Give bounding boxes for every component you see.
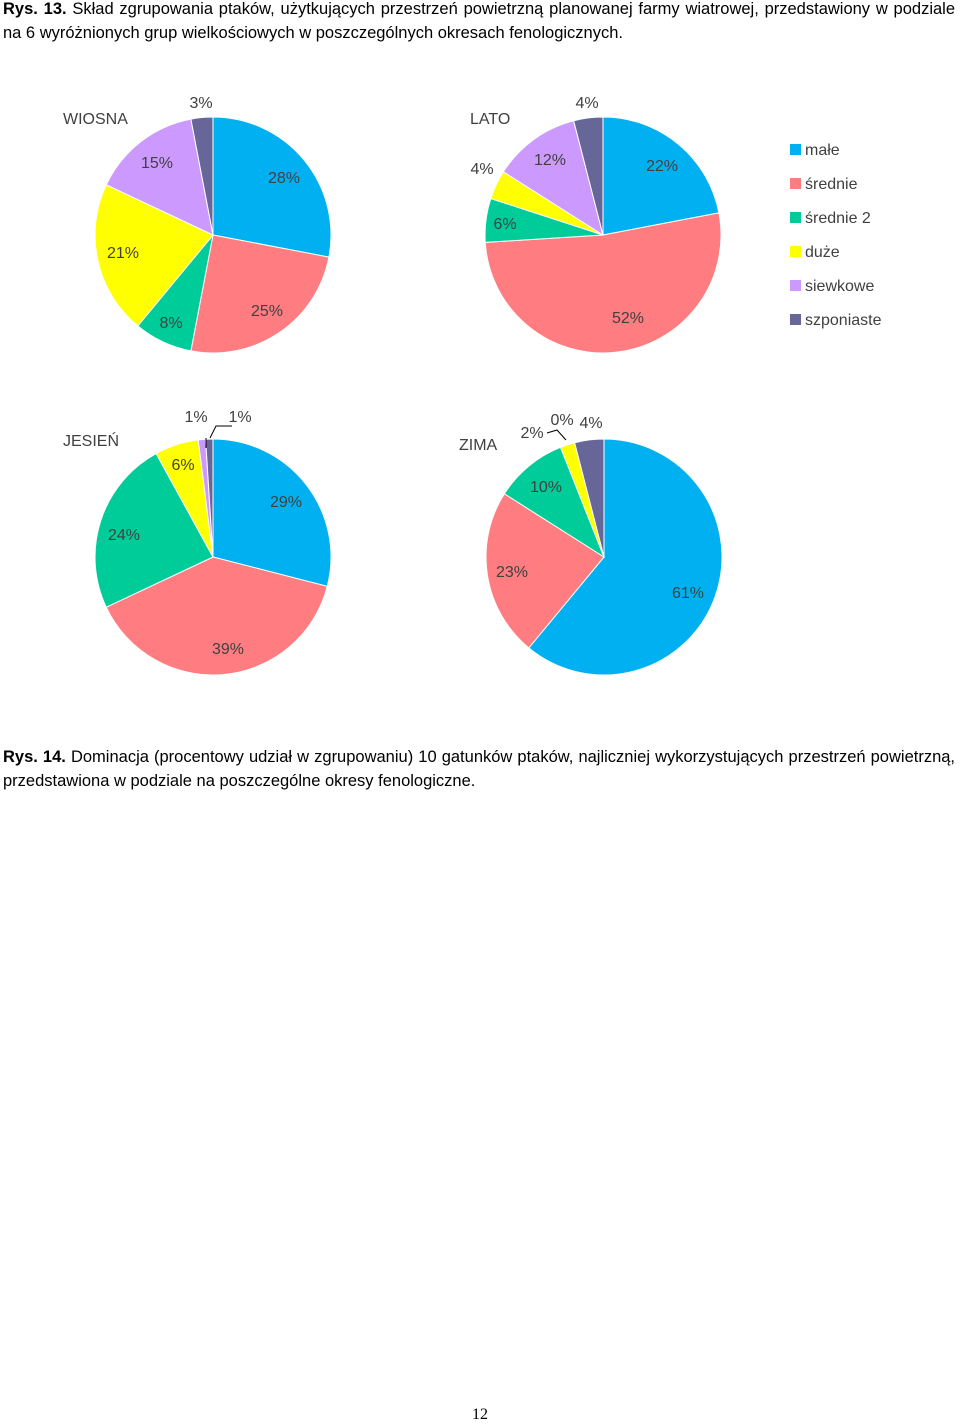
figure-13-label: Rys. 13. bbox=[3, 0, 67, 18]
data-label: 4% bbox=[575, 95, 598, 112]
legend-label: szponiaste bbox=[805, 312, 882, 329]
pie-slice bbox=[105, 118, 214, 236]
chart-title: JESIEŃ bbox=[63, 431, 119, 450]
pie-slice bbox=[503, 446, 606, 559]
legend-swatch bbox=[790, 246, 801, 257]
pie-slice bbox=[528, 438, 723, 676]
figure-14-text: Dominacja (procentowy udział w zgrupowan… bbox=[3, 748, 956, 790]
pie-chart-0: 28% 25% 8% 21% 15% 3% WIOSNA bbox=[63, 95, 332, 354]
legend-swatch bbox=[790, 314, 801, 325]
data-label: 1% bbox=[228, 409, 251, 426]
chart-title: ZIMA bbox=[459, 437, 498, 454]
data-label: 29% bbox=[270, 494, 302, 511]
pie-chart-2: 29% 39% 24% 6% 1% 1% JESIEŃ bbox=[63, 409, 332, 676]
data-label: 4% bbox=[579, 415, 602, 432]
data-label: 1% bbox=[184, 409, 207, 426]
leader-line bbox=[546, 429, 567, 441]
data-label: 2% bbox=[520, 425, 543, 442]
data-label: 0% bbox=[550, 412, 573, 429]
pie-slice bbox=[212, 116, 332, 258]
pie-slice bbox=[574, 438, 605, 558]
legend-swatch bbox=[790, 178, 801, 189]
figure-14-caption: Rys. 14. Dominacja (procentowy udział w … bbox=[3, 745, 955, 793]
data-label: 39% bbox=[212, 641, 244, 658]
legend-swatch bbox=[790, 280, 801, 291]
pie-slice bbox=[484, 212, 722, 354]
data-label: 22% bbox=[646, 158, 678, 175]
legend-label: średnie 2 bbox=[805, 210, 871, 227]
pie-charts: 28% 25% 8% 21% 15% 3% WIOSNA 22% 52% 6% 4% 12% 4% LAT… bbox=[63, 95, 882, 676]
legend-swatch bbox=[790, 144, 801, 155]
pie-slice bbox=[190, 116, 214, 236]
pie-slice bbox=[212, 438, 332, 587]
legend-label: małe bbox=[805, 142, 840, 159]
data-label: 23% bbox=[496, 564, 528, 581]
pie-chart-3: 61% 23% 10% 2% 0% 4% ZIMA bbox=[459, 412, 723, 676]
page-number: 12 bbox=[472, 1406, 488, 1423]
data-label: 52% bbox=[612, 310, 644, 327]
pie-slice bbox=[94, 184, 214, 327]
data-label: 4% bbox=[470, 161, 493, 178]
data-label: 6% bbox=[493, 216, 516, 233]
chart-title: LATO bbox=[470, 111, 510, 128]
pie-slice bbox=[573, 116, 604, 236]
data-label: 3% bbox=[189, 95, 212, 112]
pie-slice bbox=[105, 556, 328, 676]
data-label: 10% bbox=[530, 479, 562, 496]
legend-label: średnie bbox=[805, 176, 858, 193]
data-label: 8% bbox=[159, 315, 182, 332]
pie-slice bbox=[94, 452, 214, 608]
legend-label: siewkowe bbox=[805, 278, 874, 295]
pie-slice bbox=[485, 493, 605, 649]
figure-13-caption: Rys. 13. Skład zgrupowania ptaków, użytk… bbox=[3, 0, 955, 45]
data-label: 6% bbox=[171, 457, 194, 474]
pie-slice bbox=[502, 120, 604, 237]
chart-title: WIOSNA bbox=[63, 111, 128, 128]
data-label: 24% bbox=[108, 527, 140, 544]
leader-line bbox=[209, 425, 232, 439]
legend-label: duże bbox=[805, 244, 840, 261]
figure-14-label: Rys. 14. bbox=[3, 748, 66, 766]
pie-slice bbox=[602, 116, 720, 236]
data-label: 25% bbox=[251, 303, 283, 320]
legend-swatch bbox=[790, 212, 801, 223]
data-label: 61% bbox=[672, 585, 704, 602]
data-label: 12% bbox=[534, 152, 566, 169]
pie-slice bbox=[190, 234, 330, 354]
figure-13-text: Skład zgrupowania ptaków, użytkujących p… bbox=[3, 0, 956, 42]
legend: małe średnie średnie 2 duże siewkowe szponias… bbox=[790, 142, 882, 329]
data-label: 21% bbox=[107, 245, 139, 262]
data-label: 15% bbox=[141, 155, 173, 172]
pie-chart-1: 22% 52% 6% 4% 12% 4% LATO bbox=[470, 95, 722, 354]
data-label: 28% bbox=[268, 170, 300, 187]
